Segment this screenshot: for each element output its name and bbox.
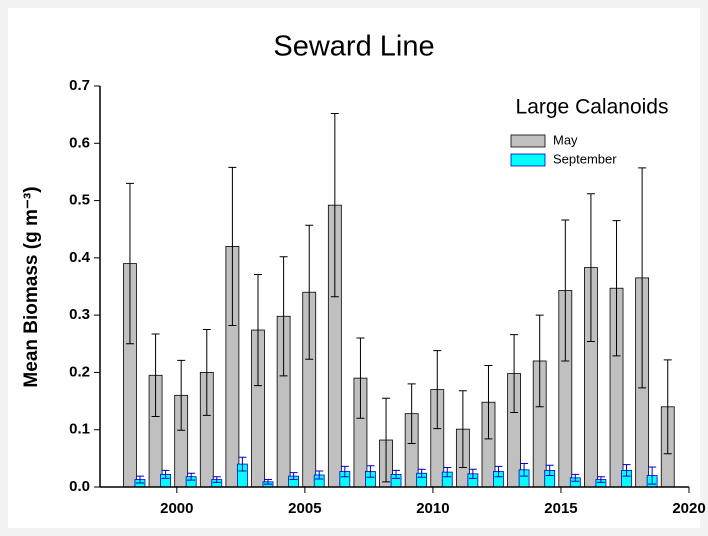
error-bar bbox=[254, 273, 263, 387]
legend-title: Large Calanoids bbox=[516, 96, 669, 119]
error-bar bbox=[484, 365, 493, 440]
error-bar bbox=[125, 182, 134, 345]
error-bar bbox=[330, 112, 339, 298]
error-bar bbox=[279, 256, 288, 377]
y-axis-label: Mean Biomass (g m⁻³) bbox=[21, 186, 42, 387]
error-bar bbox=[612, 220, 621, 357]
error-bar bbox=[561, 219, 570, 362]
legend-label: September bbox=[553, 151, 617, 166]
legend-swatch bbox=[510, 153, 546, 167]
error-bar bbox=[305, 224, 314, 360]
error-bar bbox=[622, 464, 631, 477]
legend-swatch bbox=[510, 134, 546, 148]
error-bar bbox=[407, 383, 416, 444]
error-bar bbox=[161, 469, 170, 479]
error-bar bbox=[392, 469, 401, 479]
y-tick-label: 0.0 bbox=[69, 478, 90, 495]
error-bar bbox=[638, 167, 647, 389]
error-bar bbox=[520, 463, 529, 477]
y-tick-label: 0.5 bbox=[69, 192, 90, 209]
error-bar bbox=[228, 166, 237, 326]
x-tick-label: 2000 bbox=[160, 500, 193, 517]
error-bar bbox=[366, 465, 375, 478]
error-bar bbox=[340, 465, 349, 478]
error-bar bbox=[177, 359, 186, 431]
error-bar bbox=[433, 350, 442, 430]
error-bar bbox=[458, 390, 467, 469]
legend-label: May bbox=[553, 132, 578, 147]
x-tick-label: 2005 bbox=[288, 500, 321, 517]
error-bar bbox=[151, 333, 160, 418]
y-tick-label: 0.6 bbox=[69, 134, 90, 151]
error-bar bbox=[510, 334, 519, 414]
error-bar bbox=[417, 468, 426, 478]
error-bar bbox=[494, 465, 503, 478]
chart-title: Seward Line bbox=[273, 31, 434, 63]
error-bar bbox=[135, 475, 144, 484]
error-bar bbox=[382, 397, 391, 483]
error-bar bbox=[263, 479, 272, 485]
error-bar bbox=[202, 328, 211, 416]
y-tick-label: 0.7 bbox=[69, 77, 90, 94]
error-bar bbox=[586, 193, 595, 342]
error-bar bbox=[356, 337, 365, 419]
y-tick-label: 0.1 bbox=[69, 421, 90, 438]
y-tick-label: 0.3 bbox=[69, 306, 90, 323]
error-bar bbox=[468, 468, 477, 479]
error-bar bbox=[596, 476, 605, 483]
x-tick-label: 2020 bbox=[672, 500, 705, 517]
error-bar bbox=[648, 466, 657, 485]
y-tick-label: 0.2 bbox=[69, 363, 90, 380]
x-tick-label: 2015 bbox=[544, 500, 577, 517]
error-bar bbox=[663, 359, 672, 455]
error-bar bbox=[187, 472, 196, 481]
error-bar bbox=[289, 472, 298, 481]
error-bar bbox=[238, 456, 247, 472]
error-bar bbox=[545, 464, 554, 477]
error-bar bbox=[443, 467, 452, 478]
error-bar bbox=[535, 314, 544, 408]
error-bar bbox=[571, 473, 580, 482]
error-bar bbox=[212, 476, 221, 483]
error-bar bbox=[315, 470, 324, 480]
y-tick-label: 0.4 bbox=[69, 249, 91, 266]
x-tick-label: 2010 bbox=[416, 500, 449, 517]
